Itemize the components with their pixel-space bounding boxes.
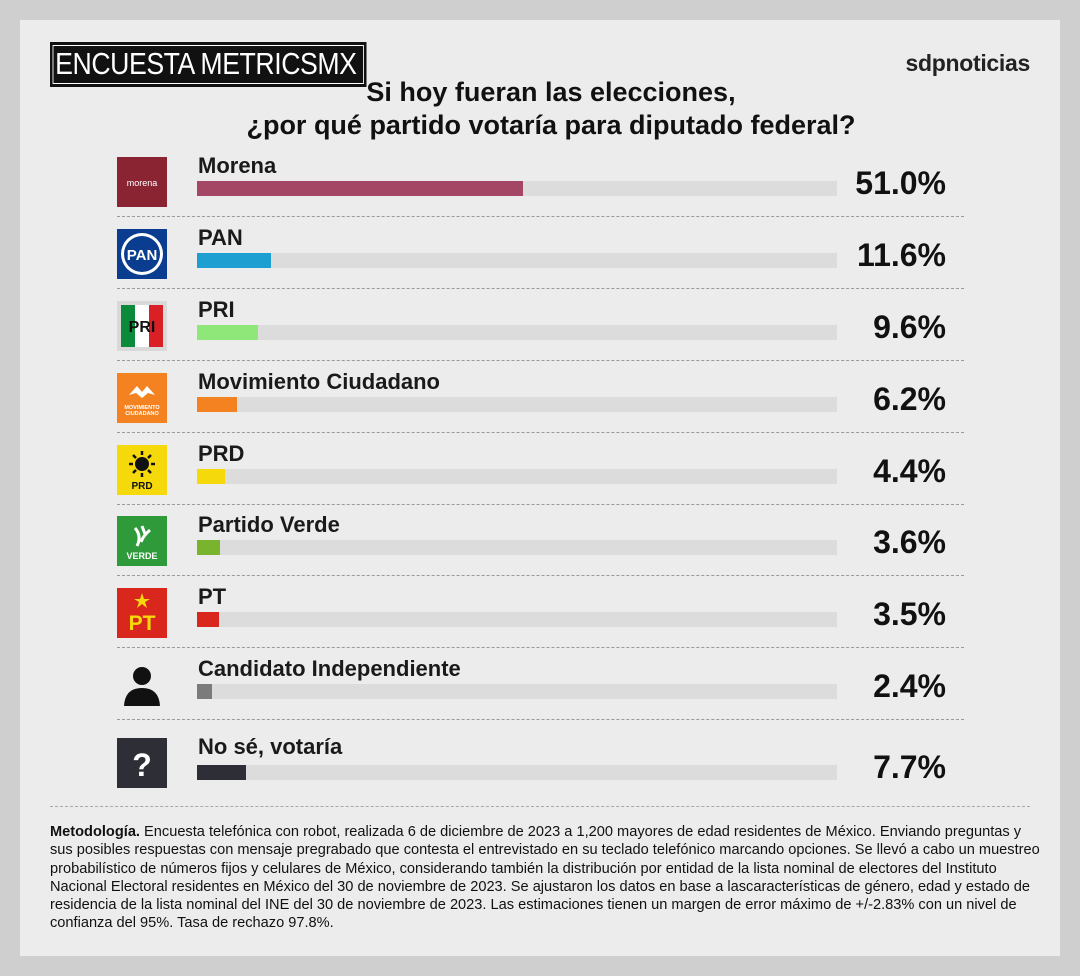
- value-label: 9.6%: [873, 309, 946, 345]
- prd-logo-text: PRD: [131, 481, 152, 492]
- survey-title: ENCUESTA METRICSMX: [50, 42, 367, 87]
- row-divider: [117, 647, 964, 648]
- bar: [197, 469, 225, 484]
- category-label: PT: [198, 584, 227, 609]
- brand-logo: sdpnoticias: [905, 50, 1030, 76]
- verde-logo: VERDE: [117, 516, 167, 566]
- bar-track: [197, 397, 837, 412]
- bar-track: [197, 181, 837, 196]
- infographic-card: ENCUESTA METRICSMX sdpnoticias Si hoy fu…: [20, 20, 1060, 956]
- bar: [197, 253, 271, 268]
- person-icon: [117, 660, 167, 710]
- value-label: 3.6%: [873, 524, 946, 560]
- value-label: 2.4%: [873, 668, 946, 704]
- pri-logo: PRI: [117, 301, 167, 351]
- question-icon: ?: [117, 738, 167, 788]
- pan-logo: PAN: [117, 229, 167, 279]
- chart-row: PAN PAN 11.6%: [117, 225, 964, 287]
- morena-logo: morena: [117, 157, 167, 207]
- bar: [197, 765, 246, 780]
- bar: [197, 684, 212, 699]
- mc-logo-text-1: MOVIMIENTO: [124, 405, 160, 411]
- value-label: 4.4%: [873, 453, 946, 489]
- methodology-label: Metodología.: [50, 824, 140, 840]
- pan-logo-text: PAN: [127, 247, 158, 264]
- chart-row: PRI PRI 9.6%: [117, 297, 964, 359]
- bar-track: [197, 765, 837, 780]
- pri-logo-text: PRI: [129, 319, 156, 336]
- category-label: Candidato Independiente: [198, 656, 461, 681]
- row-divider: [117, 216, 964, 217]
- methodology-text: Metodología. Encuesta telefónica con rob…: [50, 823, 1040, 933]
- category-label: PRD: [198, 441, 245, 466]
- category-label: No sé, votaría: [198, 734, 343, 759]
- bar-track: [197, 253, 837, 268]
- methodology-body: Encuesta telefónica con robot, realizada…: [50, 824, 1040, 932]
- bar: [197, 181, 523, 196]
- category-label: PRI: [198, 297, 235, 322]
- bar: [197, 612, 219, 627]
- question-logo-text: ?: [132, 747, 152, 783]
- bar-track: [197, 612, 837, 627]
- value-label: 6.2%: [873, 381, 946, 417]
- value-label: 7.7%: [873, 749, 946, 785]
- bar: [197, 325, 258, 340]
- row-divider: [117, 288, 964, 289]
- chart-row: MOVIMIENTO CIUDADANO Movimiento Ciudadan…: [117, 369, 964, 431]
- row-divider: [117, 719, 964, 720]
- pt-logo: PT: [117, 588, 167, 638]
- value-label: 11.6%: [857, 237, 946, 273]
- bar-track: [197, 469, 837, 484]
- methodology-divider: [50, 806, 1030, 807]
- bar-track: [197, 684, 837, 699]
- mc-logo-text-2: CIUDADANO: [125, 411, 159, 417]
- category-label: Morena: [198, 153, 277, 178]
- category-label: PAN: [198, 225, 243, 250]
- chart-row: PT PT 3.5%: [117, 584, 964, 646]
- prd-logo: PRD: [117, 445, 167, 495]
- category-label: Partido Verde: [198, 512, 340, 537]
- verde-logo-text: VERDE: [126, 551, 157, 561]
- chart-row: VERDE Partido Verde 3.6%: [117, 512, 964, 574]
- row-divider: [117, 575, 964, 576]
- question-line-1: Si hoy fueran las elecciones,: [366, 77, 736, 107]
- row-divider: [117, 432, 964, 433]
- chart-row: PRD PRD 4.4%: [117, 441, 964, 503]
- mc-logo: MOVIMIENTO CIUDADANO: [117, 373, 167, 423]
- value-label: 3.5%: [873, 596, 946, 632]
- chart-row: ? No sé, votaría 7.7%: [117, 734, 964, 796]
- chart-row: morena Morena 51.0%: [117, 153, 964, 215]
- bar-track: [197, 325, 837, 340]
- chart-row: Candidato Independiente 2.4%: [117, 656, 964, 718]
- bar: [197, 540, 220, 555]
- bar-track: [197, 540, 837, 555]
- category-label: Movimiento Ciudadano: [198, 369, 440, 394]
- question-title: Si hoy fueran las elecciones, ¿por qué p…: [20, 76, 1080, 142]
- bar: [197, 397, 237, 412]
- row-divider: [117, 360, 964, 361]
- value-label: 51.0%: [855, 165, 946, 201]
- row-divider: [117, 504, 964, 505]
- morena-logo-text: morena: [127, 178, 158, 188]
- question-line-2: ¿por qué partido votaría para diputado f…: [246, 110, 856, 140]
- pt-logo-text: PT: [129, 612, 156, 635]
